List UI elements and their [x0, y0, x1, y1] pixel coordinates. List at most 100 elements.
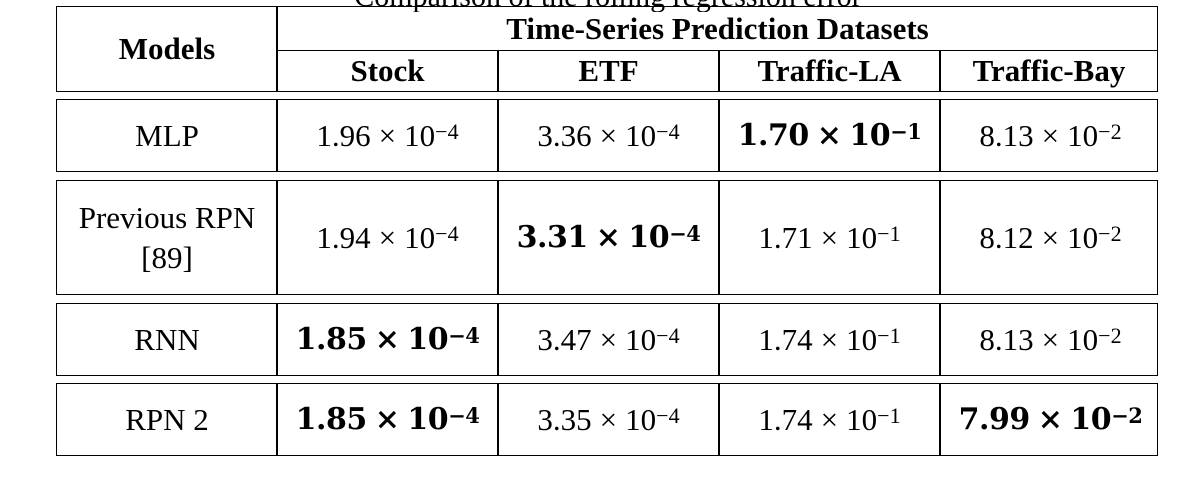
value-base: 10	[849, 118, 891, 153]
value-mantissa: 3.35	[537, 401, 592, 437]
times-symbol: ×	[595, 220, 621, 255]
value-cell: 1.94 × 10 −4	[316, 219, 459, 255]
column-divider	[497, 100, 499, 171]
table-header: Models Time-Series Prediction Datasets S…	[56, 6, 1158, 92]
model-name: Previous RPN	[78, 199, 256, 235]
value-cell: 8.12 × 10 −2	[979, 219, 1122, 255]
value-mantissa: 8.12	[979, 219, 1034, 255]
value-base: 10	[846, 219, 878, 255]
best-value-cell: 7.99 × 10 −2	[958, 402, 1143, 437]
best-value-cell: 1.70 × 10 −1	[737, 118, 922, 153]
column-divider	[718, 384, 720, 455]
column-divider	[276, 304, 278, 375]
value-base: 10	[625, 401, 657, 437]
value-mantissa: 1.96	[316, 117, 371, 153]
column-divider	[939, 384, 941, 455]
value-cell: 1.74 × 10 −1	[758, 321, 901, 357]
value-base: 10	[407, 402, 449, 437]
column-header-etf: ETF	[578, 53, 639, 88]
value-base: 10	[404, 117, 436, 153]
times-symbol: ×	[599, 321, 618, 357]
times-symbol: ×	[374, 402, 400, 437]
column-divider	[497, 384, 499, 455]
model-name: RPN 2	[125, 401, 209, 437]
value-base: 10	[1070, 402, 1112, 437]
value-mantissa: 8.13	[979, 117, 1034, 153]
value-base: 10	[846, 321, 878, 357]
group-header-area: Time-Series Prediction Datasets	[278, 7, 1157, 51]
value-mantissa: 1.85	[295, 322, 368, 357]
column-header-traffic-bay: Traffic-Bay	[972, 53, 1126, 88]
table-row: Previous RPN [89] 1.94 × 10 −4 3.31 × 10 −4 1.71 × 1…	[56, 180, 1158, 295]
column-divider	[497, 51, 499, 91]
times-symbol: ×	[1037, 402, 1063, 437]
value-base: 10	[625, 117, 657, 153]
column-divider	[718, 181, 720, 294]
column-divider	[276, 100, 278, 171]
times-symbol: ×	[378, 117, 397, 153]
column-divider	[939, 51, 941, 91]
value-cell: 8.13 × 10 −2	[979, 321, 1122, 357]
value-base: 10	[407, 322, 449, 357]
value-base: 10	[846, 401, 878, 437]
value-base: 10	[404, 219, 436, 255]
best-value-cell: 3.31 × 10 −4	[516, 220, 701, 255]
times-symbol: ×	[599, 117, 618, 153]
header-divider	[276, 7, 278, 91]
times-symbol: ×	[820, 219, 839, 255]
value-base: 10	[625, 321, 657, 357]
value-mantissa: 3.36	[537, 117, 592, 153]
value-mantissa: 1.74	[758, 321, 813, 357]
column-divider	[276, 181, 278, 294]
value-cell: 1.71 × 10 −1	[758, 219, 901, 255]
column-divider	[939, 304, 941, 375]
times-symbol: ×	[374, 322, 400, 357]
value-base: 10	[1067, 321, 1099, 357]
model-name-cell: RPN 2	[57, 384, 277, 455]
table-row: RPN 2 1.85 × 10 −4 3.35 × 10 −4 1.74 × 10 −1 7.99 × 10−…	[56, 383, 1158, 456]
value-mantissa: 1.70	[737, 118, 810, 153]
value-mantissa: 3.47	[537, 321, 592, 357]
value-cell: 1.74 × 10 −1	[758, 401, 901, 437]
value-mantissa: 1.71	[758, 219, 813, 255]
value-mantissa: 8.13	[979, 321, 1034, 357]
group-header: Time-Series Prediction Datasets	[506, 10, 929, 46]
value-mantissa: 3.31	[516, 220, 589, 255]
model-name: RNN	[134, 321, 200, 357]
value-mantissa: 1.74	[758, 401, 813, 437]
times-symbol: ×	[378, 219, 397, 255]
model-name: MLP	[135, 117, 199, 153]
best-value-cell: 1.85 × 10 −4	[295, 402, 480, 437]
table-caption-fragment: Comparison of the rolling regression err…	[56, 0, 1160, 12]
model-name-cell: RNN	[57, 304, 277, 375]
column-divider	[939, 100, 941, 171]
value-base: 10	[1067, 117, 1099, 153]
model-name-cell: MLP	[57, 100, 277, 171]
times-symbol: ×	[820, 401, 839, 437]
column-divider	[276, 384, 278, 455]
dataset-headers: Stock ETF Traffic-LA Traffic-Bay	[278, 51, 1157, 91]
value-base: 10	[1067, 219, 1099, 255]
best-value-cell: 1.85 × 10 −4	[295, 322, 480, 357]
value-cell: 3.36 × 10 −4	[537, 117, 680, 153]
column-divider	[718, 304, 720, 375]
value-base: 10	[628, 220, 670, 255]
times-symbol: ×	[1041, 117, 1060, 153]
value-cell: 1.96 × 10 −4	[316, 117, 459, 153]
column-divider	[939, 181, 941, 294]
column-header-traffic-la: Traffic-LA	[757, 53, 902, 88]
value-mantissa: 1.85	[295, 402, 368, 437]
value-mantissa: 1.94	[316, 219, 371, 255]
times-symbol: ×	[599, 401, 618, 437]
table-row: MLP 1.96 × 10 −4 3.36 × 10 −4 1.70 × 10 −1 8.13 × 10 −2	[56, 99, 1158, 172]
column-divider	[718, 100, 720, 171]
times-symbol: ×	[816, 118, 842, 153]
value-cell: 8.13 × 10 −2	[979, 117, 1122, 153]
column-divider	[718, 51, 720, 91]
model-name-cell: Previous RPN [89]	[57, 181, 277, 294]
column-header-stock: Stock	[350, 53, 425, 88]
times-symbol: ×	[820, 321, 839, 357]
value-cell: 3.35 × 10 −4	[537, 401, 680, 437]
models-column-header: Models	[118, 31, 216, 66]
table-row: RNN 1.85 × 10 −4 3.47 × 10 −4 1.74 × 10 −1 8.13 × 10 −2	[56, 303, 1158, 376]
